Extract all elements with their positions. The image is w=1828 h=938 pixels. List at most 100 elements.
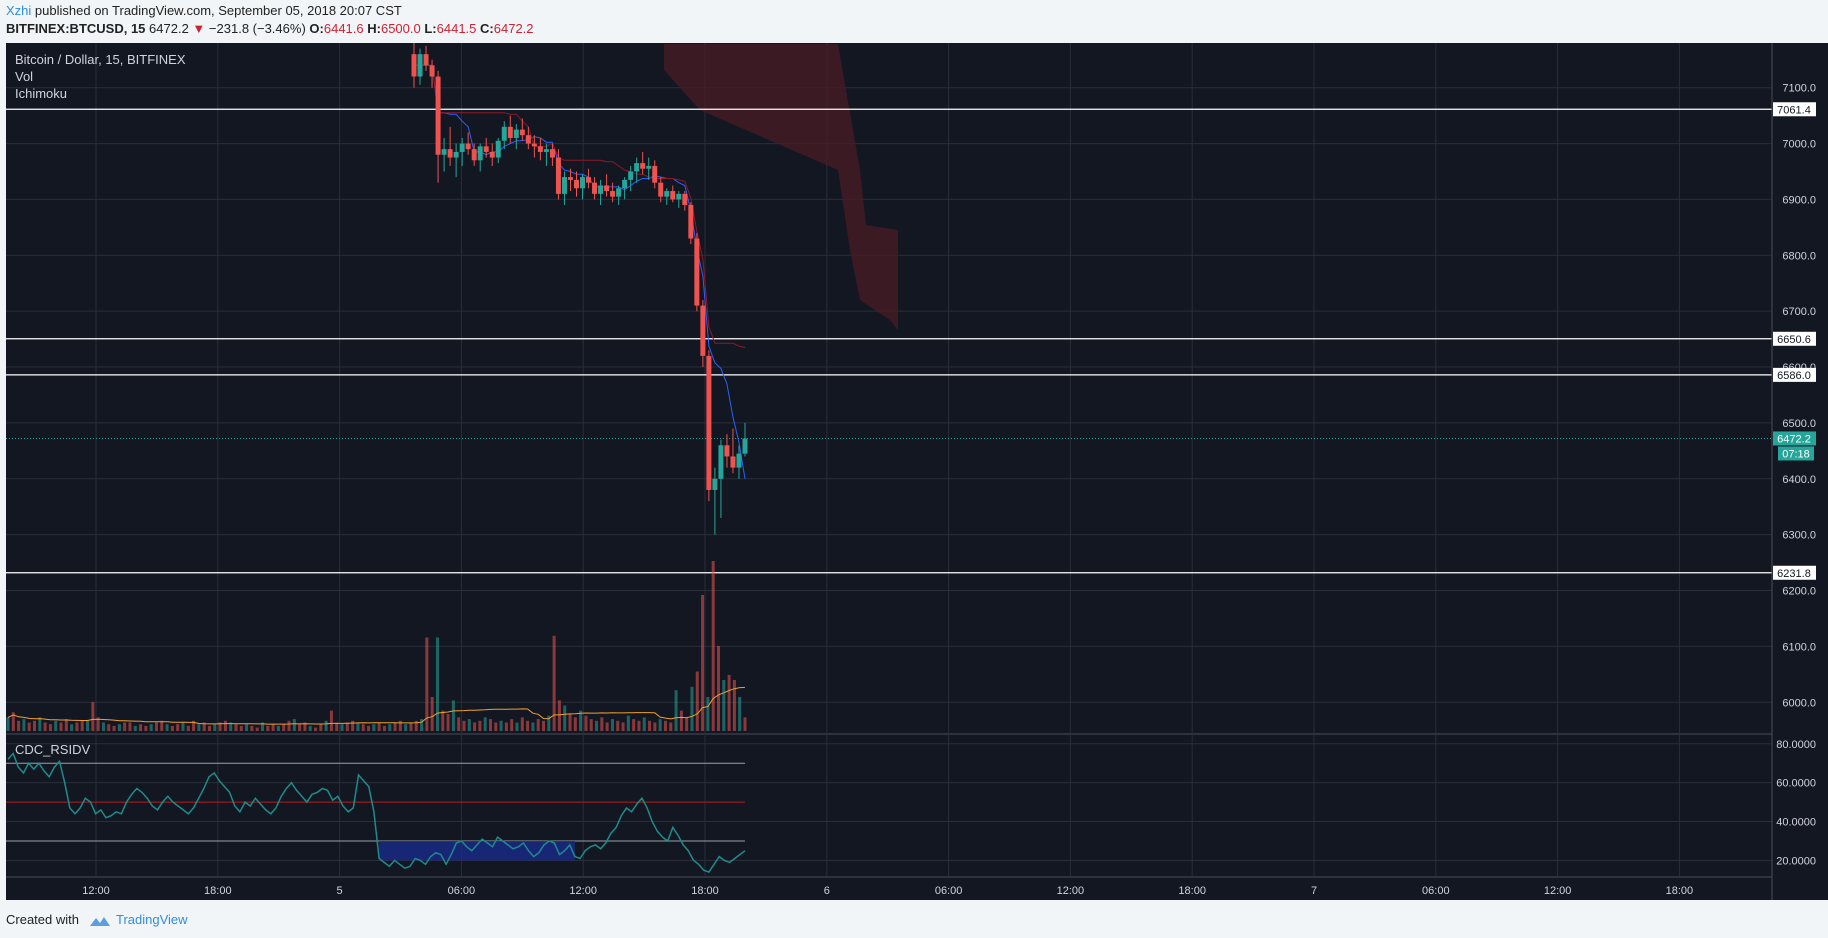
volume-bar bbox=[382, 725, 386, 731]
volume-bar bbox=[303, 722, 307, 731]
close-value: 6472.2 bbox=[493, 21, 534, 36]
last-price: 6472.2 bbox=[149, 21, 189, 36]
chart-background bbox=[6, 43, 1772, 900]
volume-bar bbox=[632, 719, 636, 731]
horizontal-levels[interactable] bbox=[6, 108, 1772, 574]
candle-body bbox=[694, 238, 700, 306]
volume-bar bbox=[192, 720, 196, 731]
time-tick-label: 06:00 bbox=[935, 885, 963, 897]
legend-main: Bitcoin / Dollar, 15, BITFINEX bbox=[15, 52, 186, 67]
volume-bar bbox=[573, 717, 577, 731]
level-label: 7061.4 bbox=[1777, 104, 1811, 116]
time-tick-label: 12:00 bbox=[1057, 885, 1085, 897]
level-label: 6650.6 bbox=[1777, 334, 1811, 346]
volume-bar bbox=[483, 717, 487, 731]
time-axis[interactable]: 12:00 18:00 5 06:00 12:00 18:00 6 06:00 12:00 18:… bbox=[82, 885, 1693, 897]
volume-bar bbox=[340, 724, 344, 731]
volume-bar bbox=[648, 720, 652, 731]
price-tick-label: 6700.0 bbox=[1782, 306, 1816, 318]
volume-bar bbox=[282, 724, 286, 731]
volume-bar bbox=[499, 720, 503, 731]
published-text: published on TradingView.com, September … bbox=[34, 3, 402, 18]
author-link[interactable]: Xzhi bbox=[6, 3, 32, 18]
price-tick-label: 7000.0 bbox=[1782, 139, 1816, 151]
candle-body bbox=[477, 146, 483, 161]
volume-bar bbox=[478, 720, 482, 731]
volume-bar bbox=[319, 724, 323, 731]
legend-ichimoku: Ichimoku bbox=[15, 86, 67, 101]
volume-bar bbox=[133, 725, 137, 731]
price-tick-label: 6900.0 bbox=[1782, 194, 1816, 206]
last-price-label: 6472.2 bbox=[1777, 433, 1811, 445]
time-tick-label: 06:00 bbox=[448, 885, 476, 897]
volume-bar bbox=[589, 719, 593, 731]
rsi-tick-label: 20.0000 bbox=[1776, 855, 1816, 867]
volume-bar bbox=[234, 724, 238, 731]
level-label: 6231.8 bbox=[1777, 568, 1811, 580]
candle-body bbox=[706, 355, 712, 490]
volume-bar bbox=[637, 720, 641, 731]
candle-body bbox=[531, 143, 537, 147]
rsi-tick-label: 40.0000 bbox=[1776, 817, 1816, 829]
candle-body bbox=[664, 191, 670, 197]
volume-bar bbox=[38, 717, 42, 731]
volume-bar bbox=[207, 725, 211, 731]
candle-body bbox=[483, 146, 489, 152]
volume-bar bbox=[324, 720, 328, 731]
time-tick-label: 12:00 bbox=[569, 885, 597, 897]
time-tick-label: 18:00 bbox=[691, 885, 719, 897]
kijun-line bbox=[414, 64, 746, 348]
candle-body bbox=[604, 185, 610, 192]
volume-bar bbox=[679, 710, 683, 731]
volume-bar bbox=[743, 717, 747, 731]
volume-bar bbox=[27, 722, 31, 731]
level-label-bg bbox=[1773, 331, 1816, 346]
volume-bar bbox=[685, 717, 689, 731]
volume-bar bbox=[80, 720, 84, 731]
countdown-label: 07:18 bbox=[1782, 448, 1810, 460]
volume-bar bbox=[695, 671, 699, 731]
price-tick-label: 6100.0 bbox=[1782, 641, 1816, 653]
last-price-badge bbox=[1773, 431, 1816, 446]
time-tick-label: 18:00 bbox=[1666, 885, 1694, 897]
footer: Created with TradingView bbox=[6, 912, 188, 927]
volume-bar bbox=[377, 722, 381, 731]
volume-bar bbox=[181, 722, 185, 731]
countdown-badge bbox=[1778, 446, 1814, 461]
cloud-area bbox=[664, 44, 898, 330]
volume-bar bbox=[351, 720, 355, 731]
volume-bar bbox=[43, 722, 47, 731]
volume-bar bbox=[663, 720, 667, 731]
candle-body bbox=[465, 143, 471, 150]
volume-bar bbox=[17, 720, 21, 731]
volume-bar bbox=[356, 722, 360, 731]
candle-body bbox=[658, 182, 664, 197]
volume-bar bbox=[504, 722, 508, 731]
volume-bar bbox=[345, 722, 349, 731]
volume-bar bbox=[70, 724, 74, 731]
volume-bar bbox=[170, 725, 174, 731]
volume-bar bbox=[536, 719, 540, 731]
candle-body bbox=[549, 149, 555, 158]
volume-bar bbox=[101, 722, 105, 731]
volume-bar bbox=[86, 720, 90, 731]
volume-bar bbox=[420, 719, 424, 731]
volume-bar bbox=[367, 725, 371, 731]
tradingview-link[interactable]: TradingView bbox=[116, 912, 188, 927]
volume-bar bbox=[605, 722, 609, 731]
price-axis[interactable]: 7100.07000.06900.06800.06700.06600.06500… bbox=[1771, 43, 1828, 900]
volume-bar bbox=[266, 725, 270, 731]
candle-body bbox=[718, 445, 724, 479]
volume-bar bbox=[292, 719, 296, 731]
candle-body bbox=[471, 149, 477, 161]
volume-bar bbox=[154, 722, 158, 731]
candles bbox=[411, 43, 748, 535]
volume-bar bbox=[160, 720, 164, 731]
volume-bar bbox=[738, 697, 742, 731]
candle-body bbox=[417, 54, 423, 77]
candle-body bbox=[411, 54, 417, 77]
volume-bar bbox=[186, 725, 190, 731]
volume-bar bbox=[229, 722, 233, 731]
candle-body bbox=[453, 151, 459, 158]
